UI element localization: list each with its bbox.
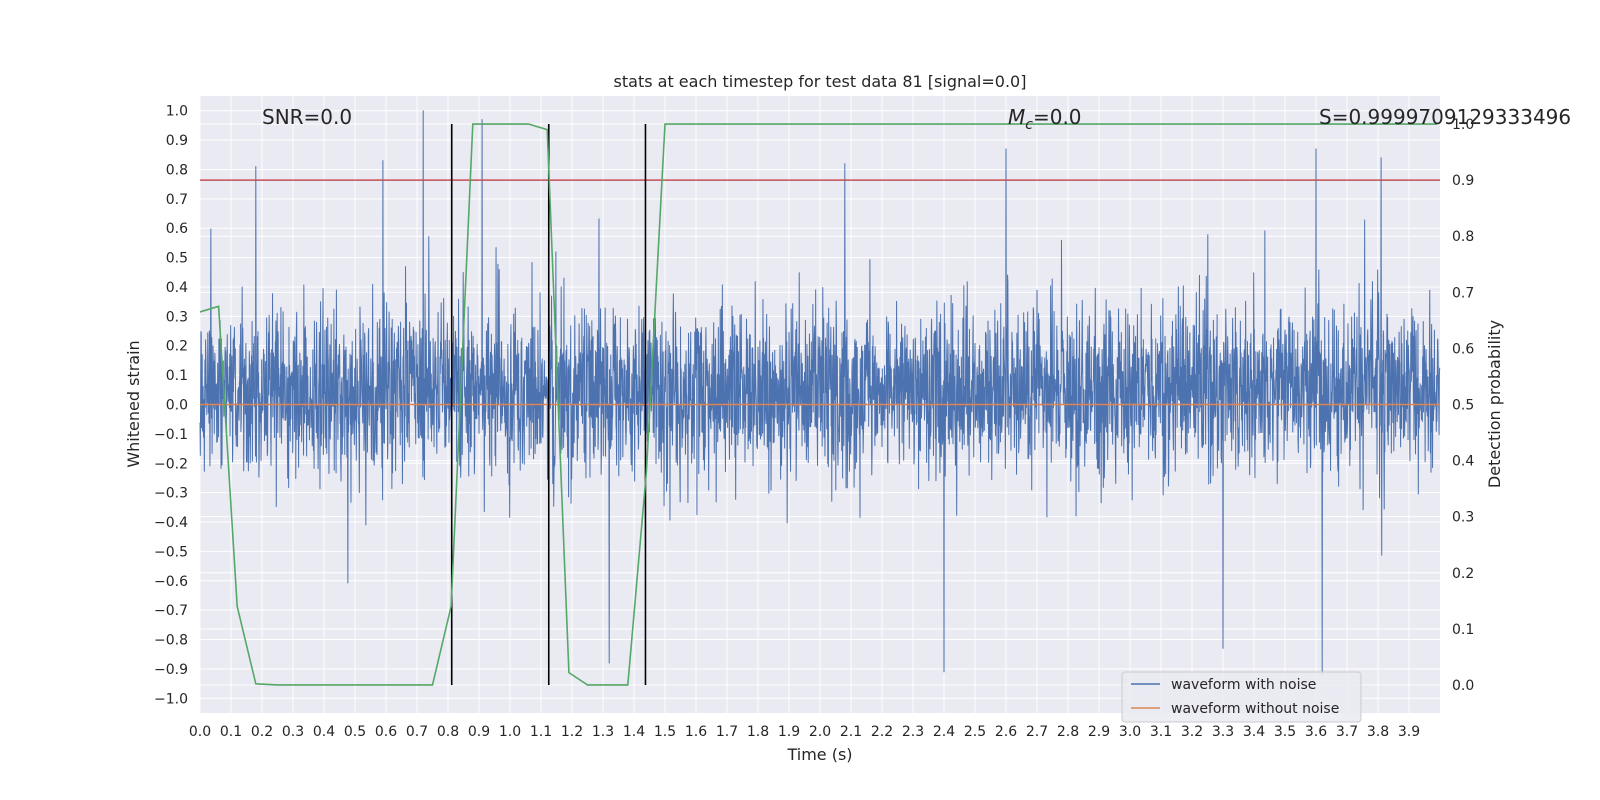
- detection-probability-line: [199, 123, 1437, 686]
- x-tick-label: 3.7: [1336, 724, 1358, 740]
- x-tick-label: 1.4: [623, 724, 645, 740]
- chirp-mass-value: =0.0: [1033, 105, 1082, 129]
- y2-tick-label: 0.3: [1452, 510, 1474, 526]
- x-tick-label: 1.6: [685, 724, 707, 740]
- y-tick-label: −0.2: [154, 456, 188, 472]
- x-tick-label: 2.5: [964, 724, 986, 740]
- y2-tick-label: 0.9: [1452, 173, 1474, 189]
- x-tick-label: 1.8: [747, 724, 769, 740]
- y-tick-label: −0.8: [154, 633, 188, 649]
- legend-box: [1121, 671, 1362, 723]
- y2-tick-label: 0.2: [1452, 566, 1474, 582]
- x-tick-label: 0.2: [251, 724, 273, 740]
- waveform-with-noise-line: [199, 110, 1441, 676]
- x-tick-label: 3.2: [1181, 724, 1203, 740]
- x-tick-label: 3.6: [1305, 724, 1327, 740]
- x-tick-label: 0.4: [313, 724, 335, 740]
- y-tick-label: 0.8: [166, 162, 188, 178]
- x-tick-label: 2.6: [995, 724, 1017, 740]
- y2-tick-label: 0.1: [1452, 622, 1474, 638]
- y-tick-label: 0.4: [166, 280, 188, 296]
- y-tick-label: −0.3: [154, 486, 188, 502]
- y2-tick-label: 0.5: [1452, 398, 1474, 414]
- y-tick-label: −0.5: [154, 544, 188, 560]
- legend-label-clean: waveform without noise: [1171, 701, 1339, 717]
- x-tick-label: 2.1: [840, 724, 862, 740]
- x-tick-label: 3.9: [1398, 724, 1420, 740]
- y-tick-label: −0.1: [154, 427, 188, 443]
- y-tick-label: −0.9: [154, 662, 188, 678]
- x-tick-label: 0.5: [344, 724, 366, 740]
- y2-axis-label: Detection probability: [1485, 320, 1504, 488]
- y-tick-label: 0.7: [166, 192, 188, 208]
- y2-tick-label: 0.0: [1452, 678, 1474, 694]
- y-tick-label: 0.5: [166, 251, 188, 267]
- x-tick-label: 1.9: [778, 724, 800, 740]
- waveform-with-noise-series: [199, 110, 1441, 676]
- x-tick-label: 2.7: [1026, 724, 1048, 740]
- y-tick-label: 0.9: [166, 133, 188, 149]
- y-tick-label: 0.0: [166, 398, 188, 414]
- y2-tick-label: 0.4: [1452, 454, 1474, 470]
- y-tick-label: 0.2: [166, 339, 188, 355]
- y2-tick-label: 1.0: [1452, 117, 1474, 133]
- x-axis-label: Time (s): [786, 745, 852, 764]
- y-tick-label: −1.0: [154, 691, 188, 707]
- x-tick-label: 0.3: [282, 724, 304, 740]
- x-tick-label: 1.1: [530, 724, 552, 740]
- x-tick-label: 2.2: [871, 724, 893, 740]
- chirp-mass-subscript: c: [1025, 117, 1033, 133]
- x-tick-label: 1.7: [716, 724, 738, 740]
- x-tick-label: 3.3: [1212, 724, 1234, 740]
- x-tick-label: 2.0: [809, 724, 831, 740]
- x-tick-label: 1.2: [561, 724, 583, 740]
- score-annotation: S=0.9999709129333496: [1319, 105, 1571, 129]
- snr-annotation: SNR=0.0: [262, 105, 352, 129]
- x-tick-label: 0.8: [437, 724, 459, 740]
- y-tick-label: −0.4: [154, 515, 188, 531]
- x-tick-label: 0.7: [406, 724, 428, 740]
- y-tick-label: −0.6: [154, 574, 188, 590]
- x-tick-label: 2.3: [902, 724, 924, 740]
- x-tick-label: 2.4: [933, 724, 955, 740]
- legend-label-noise: waveform with noise: [1171, 677, 1316, 693]
- x-tick-label: 3.0: [1119, 724, 1141, 740]
- y-tick-label: −0.7: [154, 603, 188, 619]
- y2-tick-label: 0.8: [1452, 229, 1474, 245]
- y2-tick-label: 0.6: [1452, 341, 1474, 357]
- x-tick-label: 1.0: [499, 724, 521, 740]
- x-tick-label: 2.8: [1057, 724, 1079, 740]
- chirp-mass-symbol: M: [1008, 105, 1025, 129]
- x-tick-label: 2.9: [1088, 724, 1110, 740]
- chart-title: stats at each timestep for test data 81 …: [614, 72, 1027, 91]
- x-tick-label: 1.5: [654, 724, 676, 740]
- x-tick-label: 0.1: [220, 724, 242, 740]
- x-tick-label: 3.4: [1243, 724, 1265, 740]
- y-tick-label: 0.6: [166, 221, 188, 237]
- chirp-mass-annotation: Mc=0.0: [1008, 105, 1082, 133]
- legend: waveform with noise waveform without noi…: [1121, 671, 1362, 723]
- x-tick-label: 3.8: [1367, 724, 1389, 740]
- x-axis-ticks: 0.0 0.1 0.2 0.3 0.4 0.5 0.6 0.7 0.8 0.9 1.0 1.1 1.2 1…: [189, 724, 1420, 740]
- y-axis-ticks: 1.0 0.9 0.8 0.7 0.6 0.5 0.4 0.3 0.2 0.1 0.0 −0.1 −0.…: [154, 104, 188, 708]
- overlay-lines: [199, 123, 1440, 686]
- x-tick-label: 0.9: [468, 724, 490, 740]
- y2-axis-ticks: 1.0 0.9 0.8 0.7 0.6 0.5 0.4 0.3 0.2 0.1 0.0: [1452, 117, 1474, 694]
- x-tick-label: 3.5: [1274, 724, 1296, 740]
- y-axis-label: Whitened strain: [124, 340, 143, 467]
- y2-tick-label: 0.7: [1452, 285, 1474, 301]
- y-tick-label: 0.3: [166, 309, 188, 325]
- x-tick-label: 3.1: [1150, 724, 1172, 740]
- x-tick-label: 0.0: [189, 724, 211, 740]
- x-tick-label: 0.6: [375, 724, 397, 740]
- x-tick-label: 1.3: [592, 724, 614, 740]
- y-tick-label: 0.1: [166, 368, 188, 384]
- y-tick-label: 1.0: [166, 104, 188, 120]
